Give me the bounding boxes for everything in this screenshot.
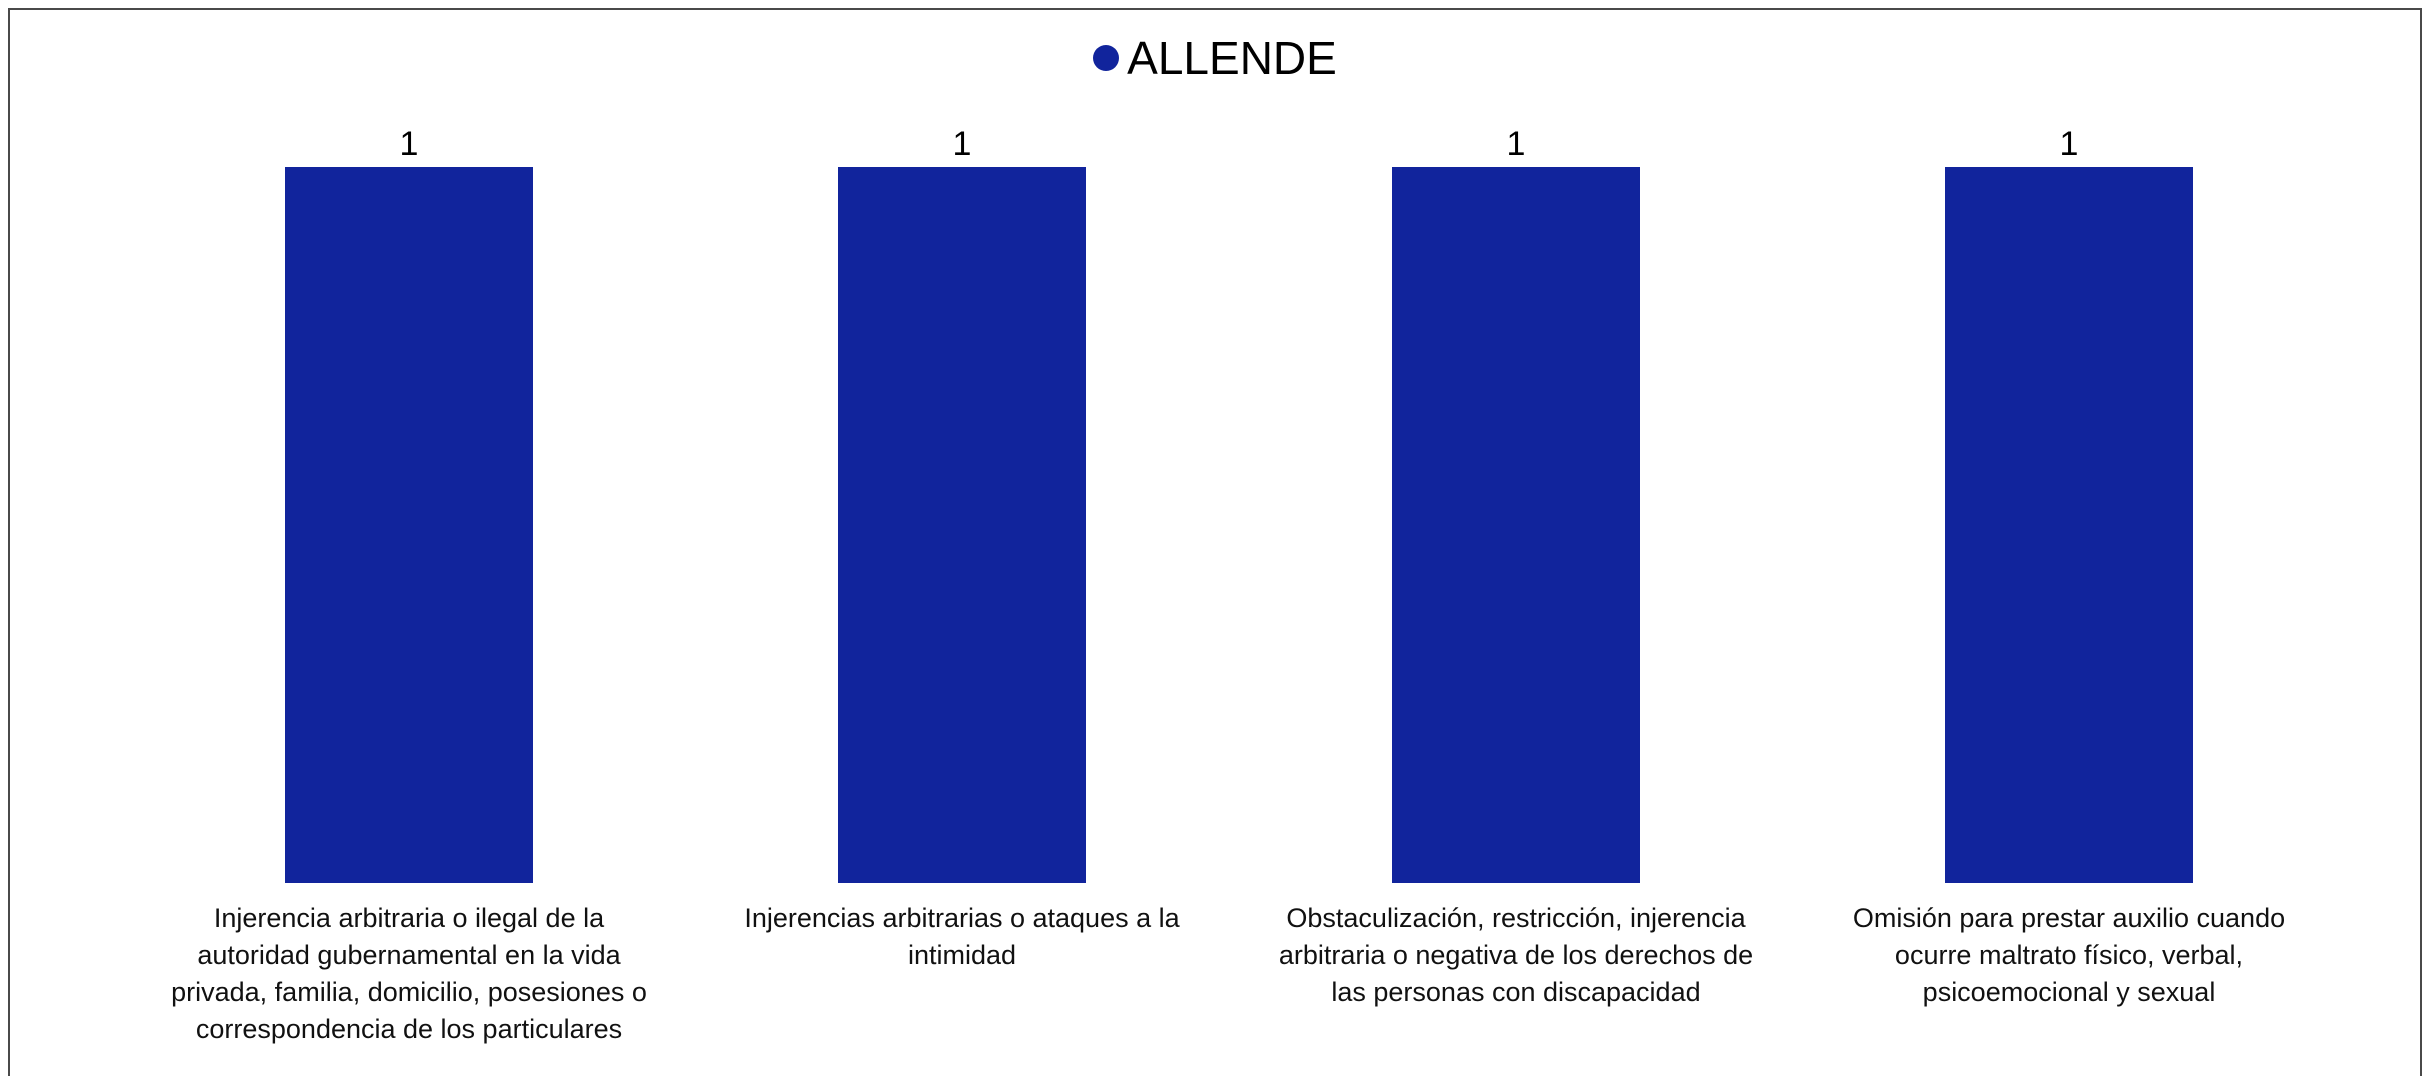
bar-3 bbox=[1392, 167, 1640, 883]
legend-marker-allende bbox=[1093, 45, 1120, 71]
bar-2 bbox=[838, 167, 1086, 883]
legend: ALLENDE bbox=[0, 28, 2430, 88]
bar-4 bbox=[1945, 167, 2193, 883]
data-label-2: 1 bbox=[953, 125, 972, 163]
data-label-1: 1 bbox=[400, 125, 419, 163]
bar-1 bbox=[285, 167, 533, 883]
data-label-3: 1 bbox=[1507, 125, 1526, 163]
category-label-2: Injerencias arbitrarias o ataques a la i… bbox=[744, 903, 1180, 970]
legend-label-allende: ALLENDE bbox=[1127, 32, 1337, 84]
category-label-1: Injerencia arbitraria o ilegal de la aut… bbox=[171, 903, 647, 1044]
category-label-4: Omisión para prestar auxilio cuando ocur… bbox=[1852, 903, 2286, 1007]
category-label-3: Obstaculización, restricción, injerencia… bbox=[1278, 903, 1754, 1007]
data-label-4: 1 bbox=[2060, 125, 2079, 163]
